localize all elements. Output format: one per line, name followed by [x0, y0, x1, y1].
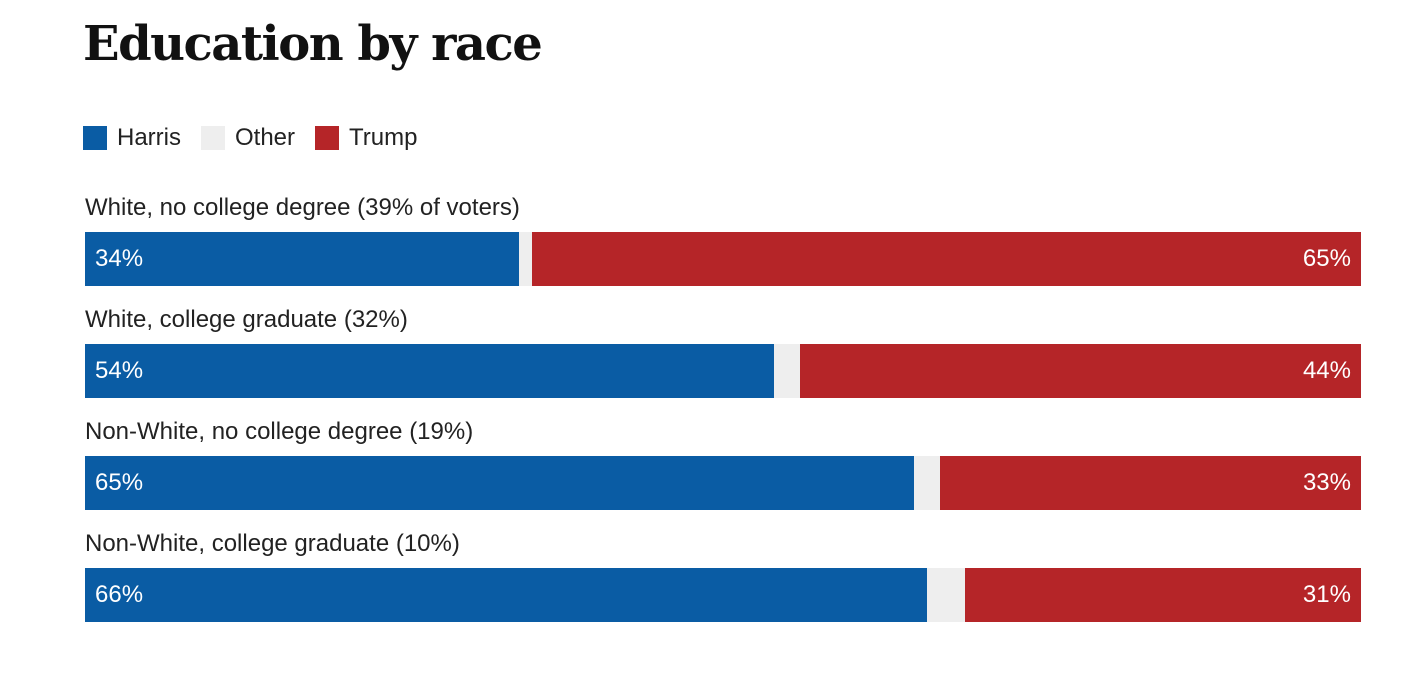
legend-label-trump: Trump — [349, 124, 418, 151]
legend-item-other: Other — [201, 124, 295, 152]
data-label-trump: 44% — [1302, 357, 1351, 384]
data-label-harris: 66% — [95, 581, 144, 608]
legend-swatch-other — [201, 126, 225, 150]
legend-item-trump: Trump — [315, 124, 417, 152]
bar-rows: White, no college degree (39% of voters)… — [85, 190, 1361, 638]
legend: Harris Other Trump — [83, 124, 437, 152]
bar-segment-other — [927, 568, 966, 622]
bar-row: White, college graduate (32%) 54% 44% — [85, 302, 1361, 414]
data-label-trump: 33% — [1302, 469, 1351, 496]
stacked-bar: 54% 44% — [85, 344, 1361, 398]
data-label-trump: 31% — [1302, 581, 1351, 608]
legend-label-harris: Harris — [117, 124, 181, 151]
bar-row: White, no college degree (39% of voters)… — [85, 190, 1361, 302]
data-label-trump: 65% — [1302, 245, 1351, 272]
bar-segment-other — [518, 232, 532, 286]
bar-segment-harris: 65% — [85, 456, 915, 510]
bar-row: Non-White, no college degree (19%) 65% 33% — [85, 414, 1361, 526]
bar-segment-harris: 54% — [85, 344, 775, 398]
bar-segment-trump: 33% — [939, 456, 1361, 510]
data-label-harris: 34% — [95, 245, 144, 272]
bar-row: Non-White, college graduate (10%) 66% 31% — [85, 526, 1361, 638]
legend-swatch-trump — [315, 126, 340, 150]
bar-segment-other — [774, 344, 800, 398]
data-label-harris: 65% — [95, 469, 144, 496]
bar-segment-harris: 66% — [85, 568, 928, 622]
chart-title: Education by race — [83, 16, 543, 72]
bar-segment-trump: 44% — [799, 344, 1361, 398]
bar-segment-other — [914, 456, 940, 510]
legend-swatch-harris — [83, 126, 107, 150]
category-label: Non-White, college graduate (10%) — [85, 530, 460, 557]
stacked-bar: 65% 33% — [85, 456, 1361, 510]
bar-segment-trump: 65% — [531, 232, 1361, 286]
category-label: White, college graduate (32%) — [85, 306, 408, 333]
bar-segment-trump: 31% — [965, 568, 1361, 622]
legend-item-harris: Harris — [83, 124, 181, 152]
category-label: Non-White, no college degree (19%) — [85, 418, 474, 445]
stacked-bar: 34% 65% — [85, 232, 1361, 286]
category-label: White, no college degree (39% of voters) — [85, 194, 520, 221]
legend-label-other: Other — [235, 124, 296, 151]
stacked-bar: 66% 31% — [85, 568, 1361, 622]
bar-segment-harris: 34% — [85, 232, 519, 286]
data-label-harris: 54% — [95, 357, 144, 384]
